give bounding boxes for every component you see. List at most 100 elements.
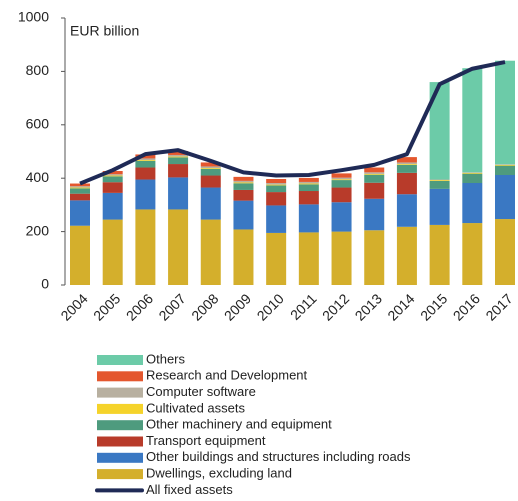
bar-segment	[135, 160, 156, 168]
y-tick-label: 600	[26, 116, 50, 132]
bar-segment	[396, 157, 417, 163]
legend-label: Computer software	[146, 384, 256, 399]
bar-segment	[364, 182, 385, 199]
bar-segment	[102, 219, 123, 285]
bar-segment	[429, 188, 450, 225]
bar-segment	[331, 173, 352, 178]
bar-segment	[70, 186, 90, 188]
bar-segment	[331, 231, 352, 285]
bar-segment	[233, 180, 254, 183]
legend-label: All fixed assets	[146, 482, 233, 497]
bar-segment	[396, 172, 417, 195]
bar-segment	[429, 180, 450, 181]
bar-segment	[396, 194, 417, 227]
bar-segment	[135, 160, 156, 161]
bar-segment	[396, 226, 417, 285]
bar-segment	[298, 204, 319, 233]
bar-segment	[331, 179, 352, 181]
bar-segment	[168, 164, 189, 178]
bar-segment	[266, 183, 287, 185]
bar-segment	[70, 193, 90, 201]
bar-segment	[233, 182, 254, 184]
y-tick-label: 0	[41, 276, 49, 292]
x-tick-label: 2008	[188, 290, 221, 323]
legend-swatch	[97, 371, 143, 382]
bar-segment	[233, 200, 254, 230]
x-tick-label: 2014	[384, 290, 417, 323]
x-tick-label: 2009	[221, 290, 254, 323]
bar-segment	[200, 166, 221, 169]
legend-label: Dwellings, excluding land	[146, 466, 292, 481]
legend-label: Transport equipment	[146, 433, 266, 448]
bar-segment	[102, 175, 123, 177]
bar-segment	[495, 164, 515, 166]
bar-segment	[462, 173, 483, 184]
bar-segment	[70, 183, 90, 187]
bar-segment	[168, 157, 189, 165]
legend-swatch	[97, 387, 143, 398]
y-tick-label: 400	[26, 169, 50, 185]
bar-segment	[429, 179, 450, 181]
bar-segment	[364, 198, 385, 231]
bar-segment	[495, 174, 515, 220]
bar-segment	[266, 179, 287, 184]
bar-segment	[331, 180, 352, 188]
y-tick-label: 1000	[18, 9, 49, 25]
bar-segment	[298, 183, 319, 185]
bar-segment	[266, 192, 287, 206]
legend-swatch	[97, 355, 143, 365]
bar-segment	[200, 187, 221, 220]
bar-segment	[266, 184, 287, 186]
bar-segment	[102, 192, 123, 220]
bar-segment	[364, 167, 385, 173]
bar-segment	[200, 219, 221, 285]
bar-segment	[495, 60, 515, 165]
bar-segment	[331, 177, 352, 180]
bar-segment	[298, 191, 319, 205]
x-tick-label: 2010	[254, 290, 287, 323]
bar-segment	[396, 162, 417, 165]
bar-segment	[364, 173, 385, 175]
legend-swatch	[97, 469, 143, 480]
bar-segment	[70, 225, 90, 285]
bar-segment	[331, 187, 352, 203]
bar-segment	[135, 167, 156, 180]
bar-segment	[70, 187, 90, 189]
bar-segment	[168, 150, 189, 155]
bar-segment	[168, 209, 189, 285]
bar-segment	[70, 200, 90, 226]
legend-swatch	[97, 403, 143, 414]
bar-segment	[396, 164, 417, 173]
bar-segment	[200, 168, 221, 169]
bar-segment	[200, 162, 221, 167]
bar-segment	[298, 181, 319, 184]
legend-label: Cultivated assets	[146, 400, 245, 415]
bar-segment	[266, 232, 287, 285]
bar-segment	[233, 183, 254, 190]
x-tick-label: 2012	[319, 290, 352, 323]
x-tick-label: 2011	[287, 290, 320, 323]
bar-segment	[495, 219, 515, 285]
bar-segment	[233, 229, 254, 285]
legend-label: Other machinery and equipment	[146, 417, 332, 432]
x-tick-label: 2005	[90, 290, 123, 323]
bar-segment	[364, 174, 385, 183]
bar-segment	[266, 205, 287, 233]
bar-segment	[495, 164, 515, 165]
bar-segment	[298, 184, 319, 192]
bar-segment	[233, 176, 254, 181]
x-tick-label: 2006	[123, 290, 156, 323]
bar-segment	[495, 165, 515, 175]
bar-segment	[429, 180, 450, 189]
axis-label: EUR billion	[70, 23, 139, 39]
line	[79, 60, 506, 186]
bar-segment	[462, 172, 483, 173]
bar-segment	[102, 174, 123, 176]
bar-segment	[135, 158, 156, 161]
legend-label: Other buildings and structures including…	[146, 449, 411, 464]
bar-segment	[102, 176, 123, 183]
bar-segment	[298, 232, 319, 285]
bar-segment	[168, 154, 189, 157]
bar-segment	[331, 202, 352, 232]
